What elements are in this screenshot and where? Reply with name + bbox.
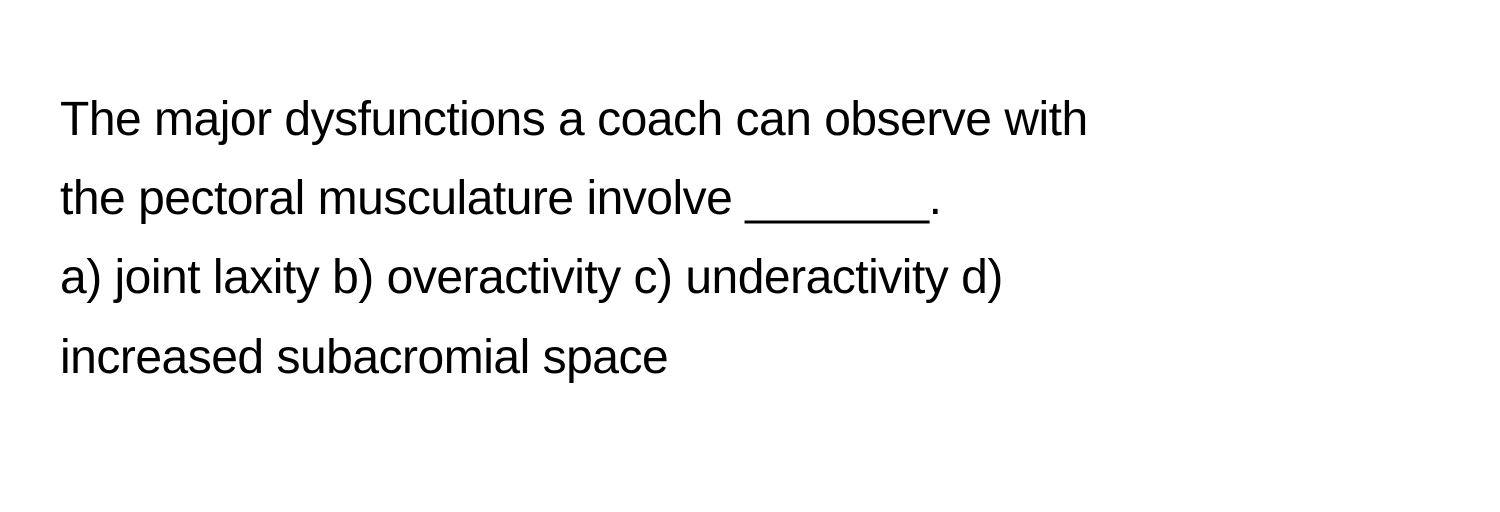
question-options-line-2: increased subacromial space: [60, 318, 1440, 397]
question-stem-line-2: the pectoral musculature involve _______…: [60, 159, 1440, 238]
question-options-line-1: a) joint laxity b) overactivity c) under…: [60, 238, 1440, 317]
question-stem-line-1: The major dysfunctions a coach can obser…: [60, 80, 1440, 159]
question-block: The major dysfunctions a coach can obser…: [60, 80, 1440, 397]
